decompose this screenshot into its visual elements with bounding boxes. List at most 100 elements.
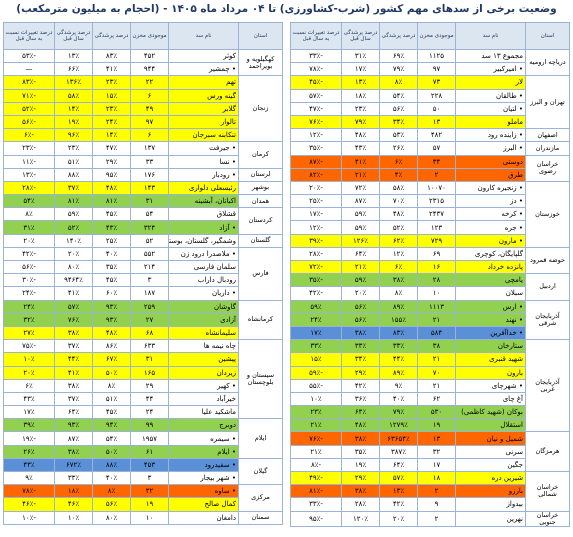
value-cell: ۳۷٪ bbox=[54, 391, 93, 407]
dam-name: • امیرکبیر bbox=[455, 62, 526, 77]
dam-name: • طالقان bbox=[455, 88, 526, 103]
value-cell: ۳۳ bbox=[130, 154, 169, 169]
value-cell: ۷۲٪ bbox=[341, 180, 380, 196]
value-cell: ۱۳٪ bbox=[54, 48, 93, 64]
dam-name: • زنجیره کارون bbox=[455, 180, 526, 196]
value-cell: ۳۸٪ bbox=[54, 444, 93, 459]
value-cell: ۲۱٪ bbox=[341, 259, 380, 275]
dam-row: • شهرچای ۲۱ ۹٪ ۴۲٪ -۵۵٪ bbox=[290, 378, 570, 393]
dam-row: کهگیلویه و بویراحمد کوثر ۴۵۲ ۸۳٪ ۱۳٪ -۵۳٪ bbox=[3, 48, 283, 77]
value-cell: ۳۴٪ bbox=[341, 352, 380, 367]
value-cell: ۲۵۹ bbox=[130, 299, 169, 314]
value-cell: ۵۳۰ bbox=[417, 405, 456, 420]
dam-row: طرق ۲ ۴٪ ۲۱٪ -۸۲٪ bbox=[290, 167, 570, 182]
dam-name: گلپایگان، کوچری bbox=[455, 246, 526, 262]
value-cell: ۶۴٪ bbox=[341, 246, 380, 262]
value-cell: ۴۳٪ bbox=[3, 391, 55, 407]
dam-name: تالوار bbox=[168, 114, 239, 130]
value-cell: ۲۳٪ bbox=[290, 405, 342, 420]
value-cell: ۲۴۳۷ bbox=[417, 207, 456, 222]
value-cell: ۱۷ bbox=[417, 457, 456, 473]
value-cell: ۵۷٪ bbox=[379, 470, 418, 486]
value-cell: ۶٪ bbox=[379, 259, 418, 275]
value-cell: ۱۳ bbox=[417, 431, 456, 446]
value-cell: ۵۳٪ bbox=[379, 128, 418, 143]
value-cell: ۳۳٪ bbox=[54, 470, 93, 486]
value-cell: -۲۸٪ bbox=[3, 180, 55, 196]
dam-row: • طالقان ۲۲۸ ۵۴٪ ۱۸٪ -۵۷٪ bbox=[290, 88, 570, 103]
province-cell: مازندران bbox=[525, 141, 570, 156]
value-cell: ۱۸ bbox=[417, 470, 456, 486]
value-cell: ۲۶٪ bbox=[3, 444, 55, 459]
dam-row: کمال صالح ۱۹ ۵۶٪ ۴۶٪ -۴۶٪ bbox=[3, 497, 283, 512]
dam-row: ماشکید علیا ۲۴ ۴۵٪ ۶۴٪ ۱۷٪ bbox=[3, 405, 283, 420]
value-cell: ۳ bbox=[130, 470, 169, 486]
value-cell: ۴۵٪ bbox=[92, 405, 131, 420]
value-cell: -۳۵٪ bbox=[290, 141, 342, 156]
value-cell: ۷۰ bbox=[417, 365, 456, 380]
value-cell: ۶۲٪ bbox=[379, 233, 418, 248]
value-cell: ۳۲٪ bbox=[3, 312, 55, 327]
value-cell: ۶۰٪ bbox=[92, 286, 131, 301]
value-cell: ۱۴٪ bbox=[92, 128, 131, 143]
dam-name: دوستی bbox=[455, 154, 526, 169]
value-cell: ۲۳٪ bbox=[92, 75, 131, 90]
value-cell: ۲۱٪ bbox=[290, 444, 342, 459]
dam-row: تهران و البرز لار ۷۳ ۸٪ ۱۳٪ -۴۵٪ bbox=[290, 75, 570, 130]
value-cell: ۷۹٪ bbox=[379, 62, 418, 77]
province-cell: سیستان و بلوچستان bbox=[238, 339, 283, 420]
value-cell: ۲۶٪ bbox=[379, 141, 418, 156]
dam-name: رودبال داراب bbox=[168, 273, 239, 288]
value-cell: ۴۳٪ bbox=[92, 220, 131, 235]
value-cell: ۳۸٪ bbox=[54, 325, 93, 341]
value-cell: ۱۵٪ bbox=[92, 88, 131, 103]
value-cell: ۶ bbox=[130, 88, 169, 103]
province-cell: کرمانشاه bbox=[238, 299, 283, 341]
province-cell: خراسان جنوبی bbox=[525, 510, 570, 527]
value-cell: ۳۸ bbox=[417, 339, 456, 354]
value-cell: ۳۲ bbox=[417, 444, 456, 459]
value-cell: ۱۰ bbox=[417, 286, 456, 301]
value-cell: ۱۰٪ bbox=[3, 352, 55, 367]
value-cell: -۴۶٪ bbox=[3, 497, 55, 512]
value-cell: -۲۳٪ bbox=[3, 141, 55, 156]
value-cell: ۴۱٪ bbox=[92, 62, 131, 77]
dam-row: زنجان تهم ۲۲ ۲۳٪ ۱۳۶٪ -۸۳٪ bbox=[3, 75, 283, 143]
value-cell: ۱۹٪ bbox=[54, 114, 93, 130]
value-cell: ۴۶٪ bbox=[54, 497, 93, 512]
value-cell: ۹۷ bbox=[417, 62, 456, 77]
province-cell: همدان bbox=[238, 194, 283, 209]
province-cell: مرکزی bbox=[238, 484, 283, 512]
dam-name: ستارخان bbox=[455, 339, 526, 354]
dam-row: زیردان ۱۶۵ ۵۰٪ ۴۱٪ ۲۰٪ bbox=[3, 365, 283, 380]
value-cell: ۹۴٪ bbox=[92, 418, 131, 433]
value-cell: -۱۹٪ bbox=[3, 431, 55, 446]
value-cell: ۱۰۰۷۰ bbox=[417, 180, 456, 196]
dam-name: رئیسعلی دلواری bbox=[168, 180, 239, 196]
province-cell: آذربایجان شرقی bbox=[525, 299, 570, 341]
value-cell: ۶۷٪ bbox=[92, 352, 131, 367]
value-cell: ۸۷٪ bbox=[54, 431, 93, 446]
value-cell: ۹۳٪ bbox=[92, 299, 131, 314]
value-cell: -۲۴٪ bbox=[3, 286, 55, 301]
dam-row: • لتیان ۵۰ ۵۶٪ ۲۳٪ -۴۷٪ bbox=[290, 101, 570, 116]
value-cell: ۱۳٪ bbox=[341, 75, 380, 90]
value-cell: ۲۴٪ bbox=[290, 312, 342, 327]
dam-name: بوکان (شهید کاظمی) bbox=[455, 405, 526, 420]
value-cell: ۱۰٪ bbox=[290, 391, 342, 407]
province-cell: تهران و البرز bbox=[525, 75, 570, 130]
value-cell: ۸۹٪ bbox=[379, 299, 418, 314]
dam-name: شیرین دره bbox=[455, 470, 526, 486]
value-cell: ۱۳۶٪ bbox=[54, 75, 93, 90]
value-cell: ۳۸٪ bbox=[341, 325, 380, 341]
value-cell: ۸۳٪ bbox=[379, 325, 418, 341]
dam-row: • امیرکبیر ۹۷ ۷۹٪ ۱۷٪ -۷۸٪ bbox=[290, 62, 570, 77]
value-cell: -۵۶٪ bbox=[3, 259, 55, 275]
value-cell: ۹۳٪ bbox=[54, 418, 93, 433]
value-cell: ۱۶ bbox=[417, 259, 456, 275]
dam-name: • چمشیر bbox=[168, 62, 239, 77]
dam-row: استقلال ۱۹ ۱۲۷۹٪ ۴۸٪ ۲۱٪ bbox=[290, 418, 570, 433]
value-cell: ۷۶٪ bbox=[54, 312, 93, 327]
value-cell: ۲۱٪ bbox=[341, 167, 380, 182]
dam-row: • جره ۱۲۳ ۵۲٪ ۵۹٪ -۱۲٪ bbox=[290, 220, 570, 235]
